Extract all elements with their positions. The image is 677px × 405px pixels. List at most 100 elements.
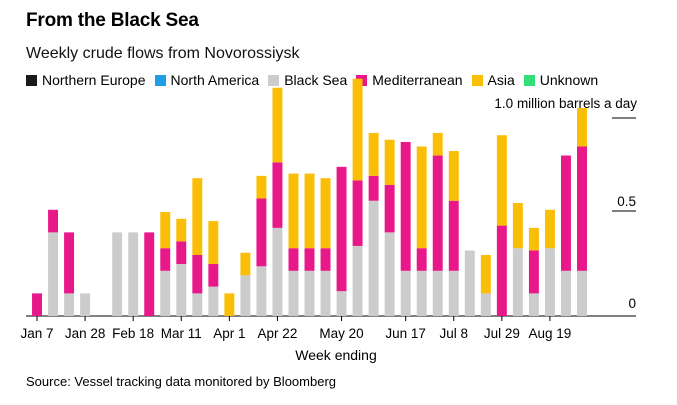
chart-subtitle: Weekly crude flows from Novorossiysk bbox=[26, 45, 300, 62]
bar-segment-mediterranean bbox=[256, 198, 267, 267]
y-unit-label: 1.0 million barrels a day bbox=[494, 96, 637, 111]
bar-segment-asia bbox=[416, 146, 427, 249]
legend-label: Unknown bbox=[539, 72, 599, 88]
x-tick-label: Jun 17 bbox=[385, 326, 426, 341]
bar-segment-mediterranean bbox=[32, 293, 42, 316]
legend-item-north-america: North America bbox=[154, 72, 260, 88]
x-tick-label: Apr 22 bbox=[258, 326, 298, 341]
bar-segment-asia bbox=[432, 132, 443, 156]
bar-segment-mediterranean bbox=[320, 248, 331, 271]
bar-segment-black-sea bbox=[192, 293, 203, 316]
legend-item-black-sea: Black Sea bbox=[268, 72, 347, 88]
bar-segment-mediterranean bbox=[144, 232, 155, 316]
bar-segment-asia bbox=[192, 178, 203, 255]
bar-segment-asia bbox=[304, 173, 315, 249]
bar-segment-black-sea bbox=[336, 291, 347, 316]
legend-label: Northern Europe bbox=[42, 72, 146, 88]
bar-segment-asia bbox=[368, 132, 379, 176]
x-tick-label: Apr 1 bbox=[213, 326, 245, 341]
bar-segment-mediterranean bbox=[304, 248, 315, 271]
bar-segment-black-sea bbox=[304, 270, 315, 316]
bar-segment-mediterranean bbox=[352, 180, 363, 246]
bar-segment-asia bbox=[512, 203, 523, 249]
bar-segment-mediterranean bbox=[560, 155, 571, 271]
bar-segment-mediterranean bbox=[577, 146, 587, 271]
x-tick-label: Jul 8 bbox=[439, 326, 468, 341]
legend-swatch bbox=[471, 74, 483, 86]
bar-segment-black-sea bbox=[160, 270, 171, 316]
bar-segment-mediterranean bbox=[272, 162, 283, 228]
bar-segment-asia bbox=[256, 175, 267, 199]
bar-segment-black-sea bbox=[64, 293, 75, 316]
bar-segment-asia bbox=[272, 87, 283, 163]
bar-segment-mediterranean bbox=[336, 166, 347, 292]
legend-label: Black Sea bbox=[284, 72, 348, 88]
bar-segment-black-sea bbox=[288, 270, 299, 316]
x-tick-label: May 20 bbox=[319, 326, 363, 341]
bar-segment-mediterranean bbox=[400, 141, 411, 271]
x-tick-label: Jan 28 bbox=[65, 326, 106, 341]
bar-segment-asia bbox=[320, 178, 331, 249]
bar-segment-black-sea bbox=[512, 248, 523, 316]
legend-label: North America bbox=[170, 72, 260, 88]
legend-swatch bbox=[268, 74, 280, 86]
y-tick-label: 0.5 bbox=[617, 194, 636, 209]
bar-segment-mediterranean bbox=[160, 248, 171, 271]
bar-segment-asia bbox=[176, 218, 187, 242]
bar-segment-mediterranean bbox=[432, 155, 443, 271]
y-tick-label: 0 bbox=[628, 296, 636, 311]
source-note: Source: Vessel tracking data monitored b… bbox=[26, 374, 337, 389]
bar-segment-black-sea bbox=[528, 293, 539, 316]
x-tick-label: Aug 19 bbox=[529, 326, 572, 341]
bar-segment-black-sea bbox=[560, 270, 571, 316]
bar-segment-black-sea bbox=[48, 232, 59, 316]
x-tick-label: Mar 11 bbox=[161, 326, 202, 341]
bar-segment-mediterranean bbox=[48, 209, 59, 233]
bar-segment-asia bbox=[448, 151, 459, 201]
x-tick-label: Jan 7 bbox=[20, 326, 53, 341]
legend-item-northern-europe: Northern Europe bbox=[26, 72, 146, 88]
bar-segment-black-sea bbox=[272, 227, 283, 316]
legend: Northern Europe North America Black Sea … bbox=[26, 72, 607, 88]
legend-label: Asia bbox=[487, 72, 515, 88]
x-axis-title: Week ending bbox=[295, 347, 376, 363]
bar-segment-black-sea bbox=[208, 286, 219, 316]
bar-segment-black-sea bbox=[240, 275, 251, 316]
bar-segment-black-sea bbox=[176, 264, 187, 316]
bar-segment-asia bbox=[208, 221, 219, 265]
bar-segment-asia bbox=[224, 293, 235, 316]
bar-segment-asia bbox=[496, 135, 507, 226]
bar-segment-black-sea bbox=[416, 270, 427, 316]
bar-segment-black-sea bbox=[128, 232, 139, 316]
bar-segment-mediterranean bbox=[64, 232, 75, 294]
x-tick-label: Feb 18 bbox=[112, 326, 154, 341]
bar-segment-black-sea bbox=[368, 200, 379, 316]
bar-segment-asia bbox=[480, 254, 491, 294]
bar-segment-asia bbox=[384, 139, 395, 185]
bar-segment-mediterranean bbox=[448, 200, 459, 271]
bar-segment-mediterranean bbox=[416, 248, 427, 271]
bar-segment-black-sea bbox=[448, 270, 459, 316]
bar-segment-asia bbox=[352, 78, 363, 181]
bar-segment-black-sea bbox=[384, 232, 395, 316]
bar-segment-mediterranean bbox=[192, 254, 203, 294]
chart-title: From the Black Sea bbox=[26, 10, 199, 31]
bar-segment-black-sea bbox=[256, 266, 267, 316]
legend-swatch bbox=[154, 74, 166, 86]
legend-swatch bbox=[26, 74, 37, 86]
bar-segment-black-sea bbox=[320, 270, 331, 316]
bar-segment-black-sea bbox=[112, 232, 123, 316]
legend-item-asia: Asia bbox=[471, 72, 515, 88]
bar-segment-mediterranean bbox=[368, 175, 379, 201]
bar-segment-mediterranean bbox=[528, 250, 539, 294]
bar-segment-black-sea bbox=[464, 250, 475, 316]
bar-segment-mediterranean bbox=[208, 264, 219, 287]
bar-segment-black-sea bbox=[400, 270, 411, 316]
bar-segment-asia bbox=[160, 212, 171, 249]
bar-segment-black-sea bbox=[352, 245, 363, 316]
bar-segment-mediterranean bbox=[288, 248, 299, 271]
bar-segment-mediterranean bbox=[496, 225, 507, 316]
bar-segment-asia bbox=[288, 173, 299, 249]
bar-segment-mediterranean bbox=[176, 241, 187, 265]
